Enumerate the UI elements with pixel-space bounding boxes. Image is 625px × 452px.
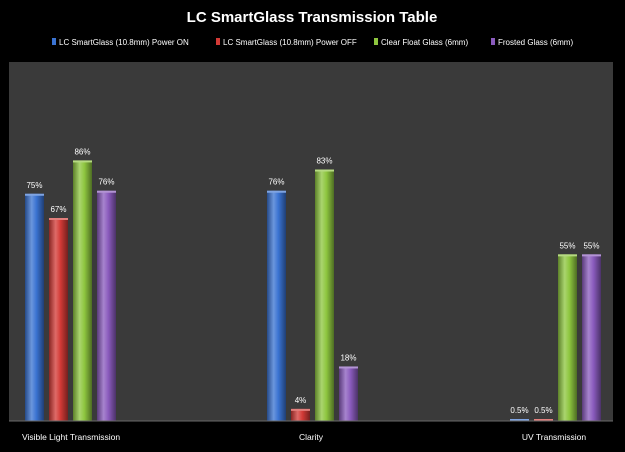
bar — [339, 366, 358, 421]
legend-swatch — [216, 38, 220, 45]
legend-label: LC SmartGlass (10.8mm) Power OFF — [223, 38, 357, 47]
data-labels: 75% 67% 86% 76% 76% 4% 83% 18% 0.5% 0.5% 55% 55% — [26, 147, 599, 415]
data-label: 18% — [340, 353, 356, 362]
data-label: 86% — [74, 147, 90, 156]
legend-swatch — [491, 38, 495, 45]
bar — [291, 408, 310, 421]
legend-label: Clear Float Glass (6mm) — [381, 38, 468, 47]
bar — [25, 193, 44, 421]
data-label: 55% — [559, 241, 575, 250]
data-label: 83% — [316, 157, 332, 166]
bar — [73, 160, 92, 422]
bar — [49, 217, 68, 421]
bar — [582, 254, 601, 421]
data-label: 75% — [26, 181, 42, 190]
legend-swatch — [52, 38, 56, 45]
bar-top — [49, 217, 68, 220]
legend-item: Clear Float Glass (6mm) — [374, 38, 468, 47]
legend-label: LC SmartGlass (10.8mm) Power ON — [59, 38, 189, 47]
bar — [97, 190, 116, 421]
data-label: 0.5% — [510, 406, 528, 415]
bars — [25, 160, 601, 422]
category-label: UV Transmission — [522, 432, 587, 442]
legend-item: LC SmartGlass (10.8mm) Power OFF — [216, 38, 357, 47]
bar-top — [534, 419, 553, 421]
bar-top — [315, 169, 334, 172]
data-label: 0.5% — [534, 406, 552, 415]
bar-top — [25, 193, 44, 196]
data-label: 76% — [268, 178, 284, 187]
bar-top — [510, 419, 529, 421]
bar — [558, 254, 577, 421]
chart-title: LC SmartGlass Transmission Table — [187, 9, 438, 26]
legend-label: Frosted Glass (6mm) — [498, 38, 573, 47]
bar-top — [73, 160, 92, 163]
bar-top — [97, 190, 116, 193]
category-labels: Visible Light Transmission Clarity UV Tran… — [22, 432, 586, 442]
legend-item: LC SmartGlass (10.8mm) Power ON — [52, 38, 189, 47]
bar-top — [267, 190, 286, 193]
category-label: Visible Light Transmission — [22, 432, 120, 442]
legend-swatch — [374, 38, 378, 45]
category-label: Clarity — [299, 432, 324, 442]
bar — [315, 169, 334, 421]
bar-top — [582, 254, 601, 257]
data-label: 76% — [98, 178, 114, 187]
data-label: 55% — [583, 241, 599, 250]
data-label: 67% — [50, 205, 66, 214]
bar — [267, 190, 286, 421]
data-label: 4% — [295, 396, 307, 405]
legend: LC SmartGlass (10.8mm) Power ON LC SmartG… — [52, 38, 573, 47]
legend-item: Frosted Glass (6mm) — [491, 38, 573, 47]
bar-top — [558, 254, 577, 257]
bar-top — [339, 366, 358, 369]
bar-top — [291, 408, 310, 411]
